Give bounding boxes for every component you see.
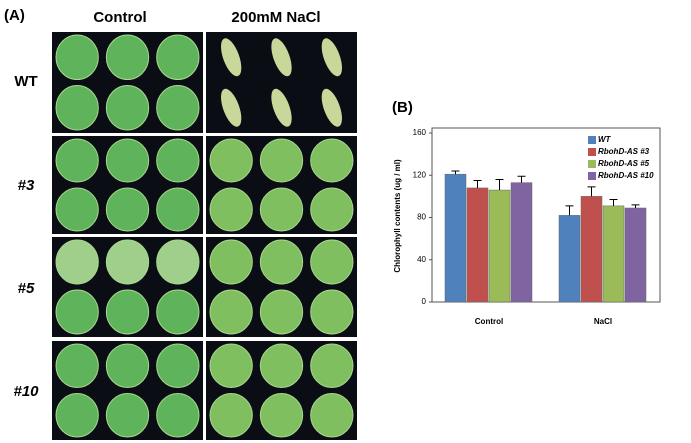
bar <box>580 196 603 303</box>
leaf-disc <box>209 239 253 285</box>
y-axis-label: Chlorophyll contents (ug / ml) <box>393 159 402 273</box>
leaf-disc <box>209 343 253 388</box>
leaf-disc <box>310 187 354 232</box>
leaf-disc <box>105 187 150 232</box>
leaf-disc <box>105 239 150 285</box>
error-bar <box>565 205 574 216</box>
leaf-disc <box>259 138 304 183</box>
row-label: #10 <box>13 383 39 400</box>
plot-frame <box>431 127 661 303</box>
leaf-disc <box>156 85 200 131</box>
leaf-disc <box>259 343 304 388</box>
leaf-disc <box>105 85 150 131</box>
leaf-disc <box>321 38 342 77</box>
leaf-disc <box>310 343 354 388</box>
leaf-disc <box>55 187 99 232</box>
x-tick-label: Control <box>475 317 503 326</box>
leaf-disc <box>156 289 200 335</box>
leaf-disc <box>321 88 342 127</box>
leaf-disc <box>221 38 242 77</box>
error-bar <box>517 175 526 183</box>
y-tick-label: 120 <box>413 170 427 179</box>
legend-label: RbohD-AS #5 <box>598 159 650 168</box>
leaf-disc <box>209 289 253 335</box>
error-bar <box>451 170 460 175</box>
legend-swatch <box>588 172 596 180</box>
leaf-disc <box>105 343 150 388</box>
leaf-disc <box>156 343 200 388</box>
bar <box>602 205 625 303</box>
bar <box>444 173 467 303</box>
leaf-disc <box>105 289 150 335</box>
bar <box>558 215 581 303</box>
leaf-disc <box>209 138 253 183</box>
leaf-disc <box>55 85 99 131</box>
legend-label: RbohD-AS #3 <box>598 147 650 156</box>
leaf-disc <box>105 138 150 183</box>
photo-panel <box>52 32 357 440</box>
row-label: #5 <box>18 280 35 297</box>
leaf-disc <box>221 88 242 127</box>
leaf-disc <box>259 187 304 232</box>
error-bar <box>587 186 596 197</box>
leaf-disc <box>310 138 354 183</box>
panel-label: (A) <box>4 7 25 24</box>
row-label: WT <box>14 73 37 90</box>
leaf-disc <box>259 239 304 285</box>
leaf-disc <box>105 393 150 438</box>
bar <box>488 189 511 303</box>
bar <box>466 187 489 303</box>
leaf-disc <box>55 138 99 183</box>
bar <box>510 182 533 303</box>
panel-label: (B) <box>392 99 413 116</box>
leaf-disc <box>271 38 292 77</box>
x-tick-label: NaCl <box>594 317 612 326</box>
leaf-disc <box>156 239 200 285</box>
leaf-disc <box>105 34 150 80</box>
leaf-disc <box>271 88 292 127</box>
y-tick-label: 0 <box>422 297 427 306</box>
leaf-disc <box>310 289 354 335</box>
leaf-disc <box>156 393 200 438</box>
leaf-disc <box>209 393 253 438</box>
leaf-disc <box>156 34 200 80</box>
leaf-disc <box>55 34 99 80</box>
leaf-disc <box>156 187 200 232</box>
error-bar <box>473 180 482 188</box>
row-label: #3 <box>18 177 35 194</box>
legend-label: RbohD-AS #10 <box>598 171 654 180</box>
column-label: Control <box>93 9 146 26</box>
error-bar <box>609 199 618 206</box>
bar <box>624 207 647 303</box>
error-bar <box>631 204 640 208</box>
leaf-disc <box>259 393 304 438</box>
column-label: 200mM NaCl <box>231 9 320 26</box>
leaf-disc <box>55 393 99 438</box>
leaf-disc <box>209 187 253 232</box>
legend-swatch <box>588 160 596 168</box>
y-tick-label: 80 <box>417 213 426 222</box>
leaf-disc <box>310 393 354 438</box>
leaf-disc <box>310 239 354 285</box>
leaf-disc <box>259 289 304 335</box>
legend-label: WT <box>598 135 612 144</box>
y-tick-label: 40 <box>417 255 426 264</box>
y-tick-label: 160 <box>413 128 427 137</box>
legend-swatch <box>588 136 596 144</box>
legend-swatch <box>588 148 596 156</box>
leaf-disc <box>55 343 99 388</box>
leaf-disc <box>55 289 99 335</box>
error-bar <box>495 178 504 191</box>
leaf-disc <box>156 138 200 183</box>
leaf-disc <box>55 239 99 285</box>
